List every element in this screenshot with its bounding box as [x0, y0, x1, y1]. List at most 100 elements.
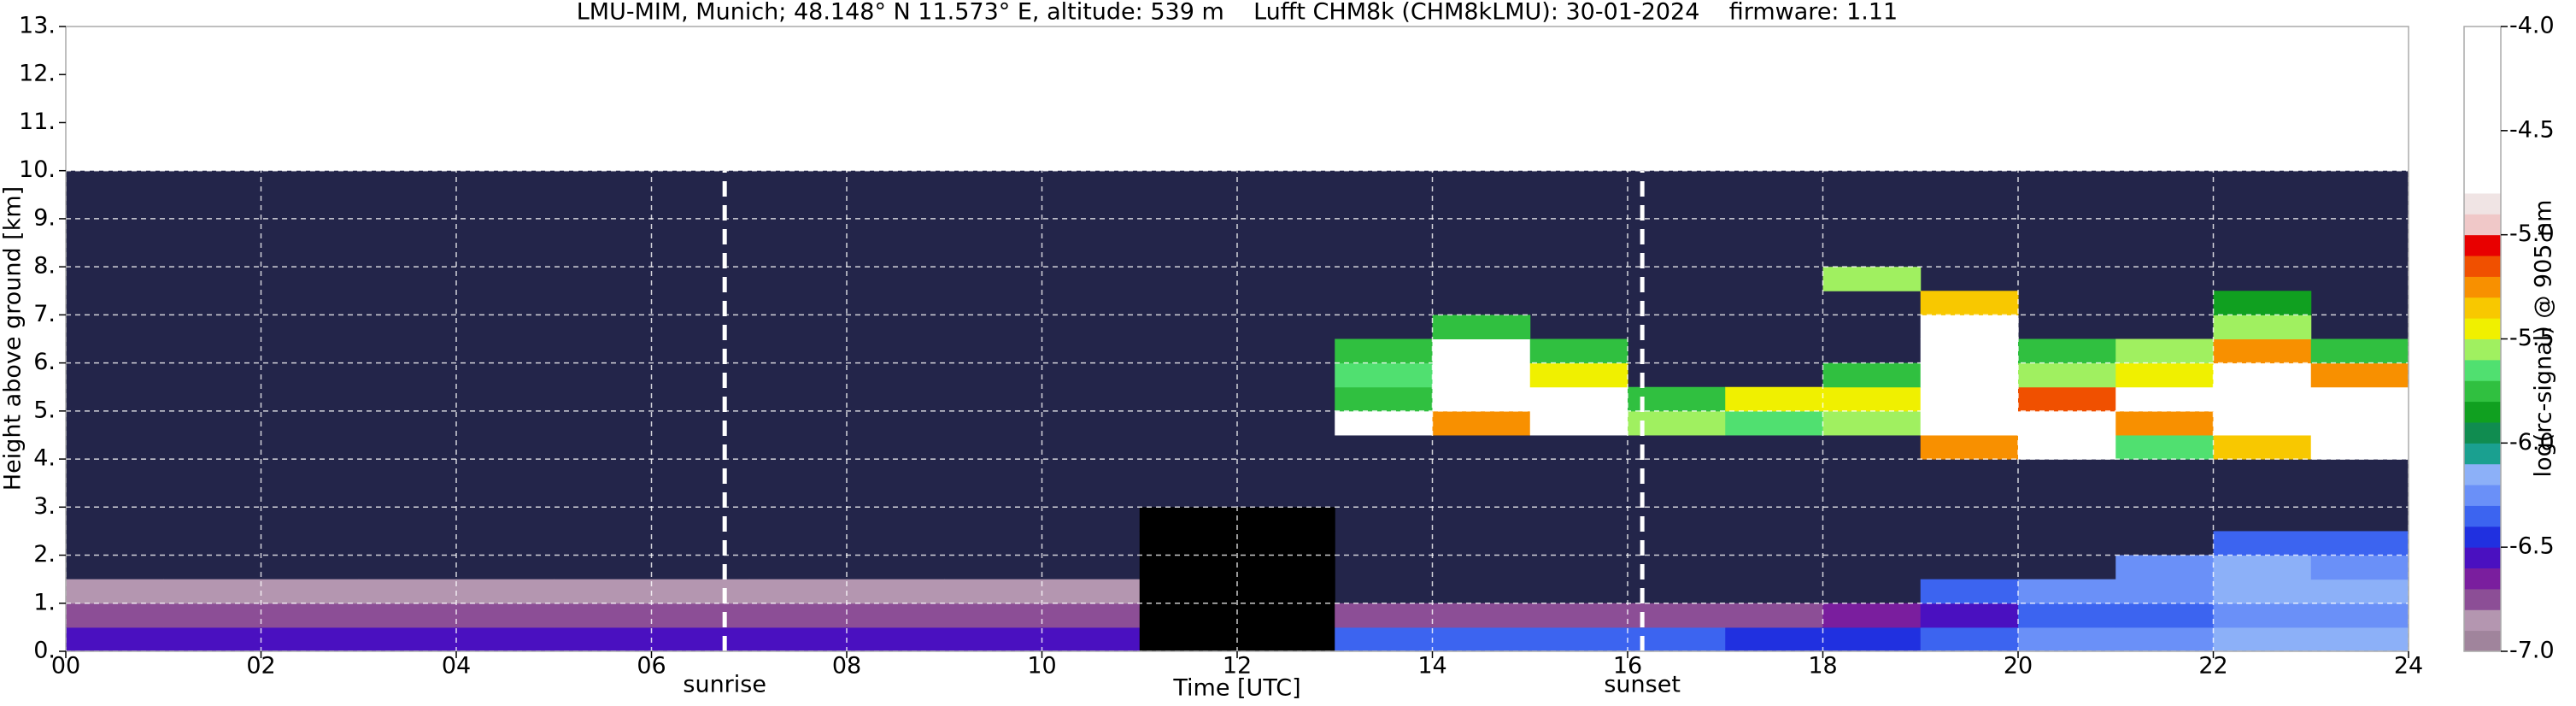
heatmap-cell	[2213, 315, 2312, 339]
heatmap-cell	[1432, 315, 1531, 339]
heatmap-cell	[1920, 315, 2019, 339]
heatmap-cell	[2213, 555, 2312, 580]
heatmap-cell	[1335, 362, 1433, 388]
heatmap-cell	[2018, 627, 2116, 652]
annotation-label: sunrise	[683, 672, 766, 698]
heatmap-cell	[2310, 555, 2409, 580]
x-tick-label: 04	[442, 653, 471, 680]
colorbar-segment	[2464, 443, 2501, 465]
heatmap-cell	[2213, 410, 2312, 436]
colorbar-segment	[2464, 214, 2501, 236]
heatmap-cell	[66, 627, 164, 652]
heatmap-cell	[163, 603, 261, 628]
heatmap-cell	[1920, 291, 2019, 315]
heatmap-cell	[1529, 338, 1628, 364]
heatmap-cell	[554, 579, 652, 604]
colorbar-segment	[2464, 485, 2501, 506]
heatmap-cell	[2018, 579, 2116, 604]
annotation-label: sunset	[1604, 672, 1681, 698]
heatmap-cell	[1822, 362, 1922, 388]
colorbar-segment	[2464, 234, 2501, 256]
heatmap-cell	[2310, 579, 2409, 604]
x-tick-label: 00	[51, 653, 80, 680]
heatmap-cell	[2018, 434, 2116, 460]
heatmap-cell	[2115, 555, 2214, 580]
heatmap-cell	[554, 603, 652, 628]
heatmap-cell	[748, 627, 848, 652]
heatmap-cell	[1920, 579, 2019, 604]
heatmap-cell	[2213, 338, 2312, 364]
heatmap-cell	[2310, 338, 2409, 364]
heatmap-cell	[2213, 579, 2312, 604]
colorbar-segment	[2464, 26, 2501, 48]
heatmap-cell	[2115, 579, 2214, 604]
heatmap-cell	[2213, 291, 2312, 315]
heatmap-cell	[2018, 603, 2116, 628]
heatmap-cell	[1920, 603, 2019, 628]
x-tick-label: 12	[1223, 653, 1252, 680]
heatmap-cell	[651, 579, 750, 604]
colorbar-tick-label: -5.5	[2509, 325, 2555, 351]
heatmap-cell	[1042, 603, 1141, 628]
heatmap-cell	[66, 579, 164, 604]
colorbar-segment	[2464, 526, 2501, 548]
heatmap-cell	[554, 627, 652, 652]
colorbar-segment	[2464, 68, 2501, 90]
x-tick-label: 06	[637, 653, 666, 680]
heatmap-cell	[1237, 579, 1335, 604]
heatmap-cell	[1139, 579, 1238, 604]
colorbar-segment	[2464, 89, 2501, 110]
heatmap-cell	[847, 603, 945, 628]
heatmap-cell	[2310, 603, 2409, 628]
heatmap-cell	[1725, 386, 1823, 412]
heatmap-cell	[261, 579, 360, 604]
heatmap-cell	[1042, 579, 1141, 604]
y-tick-label: 1.	[33, 589, 56, 615]
heatmap-cell	[1920, 338, 2019, 364]
x-tick-label: 16	[1613, 653, 1642, 680]
colorbar-segment	[2464, 297, 2501, 319]
heatmap-cell	[1529, 386, 1628, 412]
colorbar-segment	[2464, 276, 2501, 298]
x-tick-label: 20	[2004, 653, 2033, 680]
heatmap-cell	[1237, 507, 1335, 532]
heatmap-cell	[163, 579, 261, 604]
colorbar-segment	[2464, 172, 2501, 194]
colorbar-tick-label: -6.0	[2509, 429, 2555, 456]
x-tick-label: 18	[1808, 653, 1837, 680]
y-tick-label: 5.	[33, 397, 56, 423]
y-tick-label: 6.	[33, 349, 56, 375]
y-tick-label: 13.	[19, 13, 56, 39]
heatmap-cell	[2115, 338, 2214, 364]
heatmap-cell	[2310, 434, 2409, 460]
heatmap-cell	[1529, 627, 1628, 652]
x-tick-label: 24	[2394, 653, 2423, 680]
heatmap-cell	[2018, 386, 2116, 412]
colorbar-segment	[2464, 130, 2501, 152]
heatmap-cell	[1432, 386, 1531, 412]
heatmap-cell	[1237, 555, 1335, 580]
heatmap-cell	[1725, 627, 1823, 652]
heatmap-cell	[944, 579, 1042, 604]
heatmap-cell	[1335, 603, 1433, 628]
heatmap-cell	[847, 627, 945, 652]
heatmap-cell	[1529, 603, 1628, 628]
heatmap-cell	[1432, 410, 1531, 436]
colorbar-segment	[2464, 421, 2501, 444]
x-tick-label: 14	[1417, 653, 1446, 680]
heatmap-cell	[2310, 627, 2409, 652]
heatmap-cell	[2018, 338, 2116, 364]
heatmap-cell	[1335, 386, 1433, 412]
y-tick-label: 10.	[19, 156, 56, 183]
heatmap-cell	[1139, 531, 1238, 556]
heatmap-cell	[66, 603, 164, 628]
heatmap-cell	[2018, 362, 2116, 388]
heatmap-cell	[456, 579, 555, 604]
heatmap-cell	[1920, 627, 2019, 652]
heatmap-cell	[944, 603, 1042, 628]
heatmap-cell	[651, 603, 750, 628]
heatmap-cell	[2213, 627, 2312, 652]
heatmap-cell	[1432, 338, 1531, 364]
heatmap-cell	[1139, 627, 1238, 652]
